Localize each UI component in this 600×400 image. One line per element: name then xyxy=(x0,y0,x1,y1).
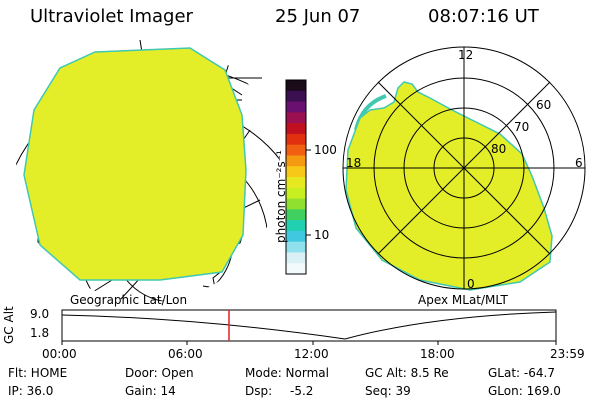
colorbar-segment xyxy=(286,133,306,146)
colorbar-unit-label: photon cm⁻²s⁻¹ xyxy=(274,150,288,243)
colorbar-segment xyxy=(286,241,306,254)
orbit-xtick-1200: 12:00 xyxy=(294,347,329,361)
colorbar-segment xyxy=(286,112,306,124)
colorbar-tick-100: 100 xyxy=(314,143,337,157)
gc-altitude: GC Alt: 8.5 Re xyxy=(365,366,449,380)
colorbar-segment xyxy=(286,144,306,157)
sequence-number: Seq: 39 xyxy=(365,384,411,398)
orbit-xtick-2359: 23:59 xyxy=(550,347,585,361)
colorbar-segment xyxy=(286,209,306,221)
right-grid xyxy=(342,46,586,290)
colorbar-tick-10: 10 xyxy=(314,228,330,242)
orbit-axis-label: GC Alt xyxy=(2,306,16,344)
mlt-label-0: 0 xyxy=(467,277,475,291)
colorbar-segment xyxy=(286,90,306,103)
mlat-label-80: 80 xyxy=(491,142,507,156)
dsp-value: -5.2 xyxy=(290,384,314,398)
colorbar-segment xyxy=(286,220,306,232)
mlt-label-6: 6 xyxy=(575,156,583,170)
gain-value: Gain: 14 xyxy=(125,384,176,398)
orbit-ytick-1-8: 1.8 xyxy=(30,326,50,340)
colorbar-segment xyxy=(286,123,306,135)
colorbar-segment xyxy=(286,177,306,189)
orbit-xtick-1800: 18:00 xyxy=(420,347,455,361)
mlt-label-18: 18 xyxy=(346,156,362,170)
colorbar-segment xyxy=(286,155,306,167)
magnetic-polar-plot xyxy=(342,46,586,291)
orbit-ytick-9: 9.0 xyxy=(30,307,50,321)
colorbar-segment xyxy=(286,263,306,275)
observation-date: 25 Jun 07 xyxy=(275,6,361,27)
colorbar-segment xyxy=(286,166,306,178)
colorbar-segment xyxy=(286,198,306,210)
colorbar-segment xyxy=(286,187,306,200)
left-map-label: Geographic Lat/Lon xyxy=(70,293,188,307)
colorbar-segment xyxy=(286,230,306,243)
mode-value: Mode: Normal xyxy=(245,366,329,380)
colorbar-segment xyxy=(286,80,306,92)
orbit-xtick-0000: 00:00 xyxy=(42,347,77,361)
geographic-latitude: GLat: -64.7 xyxy=(488,366,555,380)
orbit-altitude-panel xyxy=(61,309,557,345)
orbit-xtick-0600: 06:00 xyxy=(168,347,203,361)
ip-value: IP: 36.0 xyxy=(8,384,54,398)
door-status: Door: Open xyxy=(125,366,194,380)
geographic-longitude: GLon: 169.0 xyxy=(488,384,561,398)
colorbar-segment xyxy=(286,101,306,113)
geographic-map xyxy=(16,39,280,302)
dsp-label: Dsp: xyxy=(245,384,273,398)
color-scale-bar xyxy=(286,80,306,275)
instrument-title: Ultraviolet Imager xyxy=(30,6,193,27)
colorbar-segment xyxy=(286,252,306,264)
flight-status: Flt: HOME xyxy=(8,366,68,380)
mlt-label-12: 12 xyxy=(458,48,474,62)
observation-time: 08:07:16 UT xyxy=(428,6,539,27)
mlat-label-70: 70 xyxy=(514,120,530,134)
right-map-label: Apex MLat/MLT xyxy=(418,293,508,307)
color-scale-ticks xyxy=(285,79,311,275)
mlat-label-60: 60 xyxy=(536,98,552,112)
